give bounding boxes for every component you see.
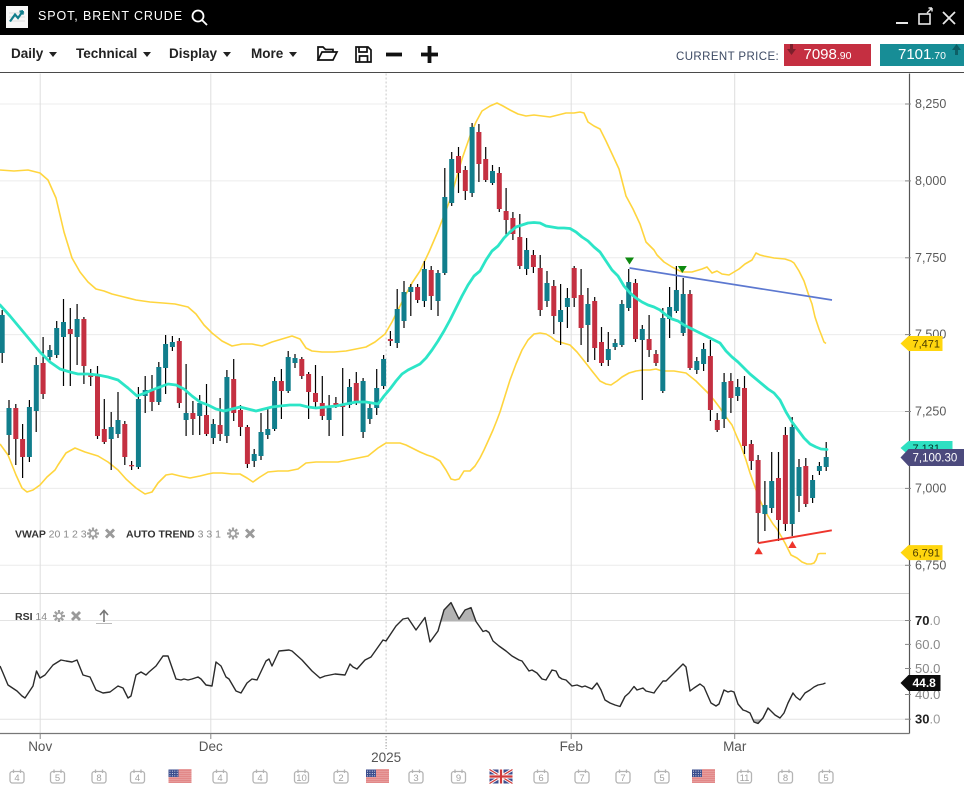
svg-text:Mar: Mar [723, 739, 747, 754]
svg-text:7,250: 7,250 [915, 405, 946, 419]
svg-text:70.0: 70.0 [915, 613, 940, 628]
svg-text:7,750: 7,750 [915, 251, 946, 265]
svg-text:Dec: Dec [199, 739, 223, 754]
svg-text:5: 5 [55, 773, 60, 784]
svg-text:4: 4 [135, 773, 140, 784]
svg-text:10: 10 [296, 773, 307, 784]
svg-text:7: 7 [620, 773, 625, 784]
svg-text:5: 5 [659, 773, 664, 784]
svg-text:30.0: 30.0 [915, 712, 940, 727]
svg-text:8,250: 8,250 [915, 97, 946, 111]
svg-text:5: 5 [823, 773, 828, 784]
svg-text:60.0: 60.0 [915, 637, 940, 652]
svg-text:VWAP 20 1 2 3: VWAP 20 1 2 3 [15, 529, 87, 541]
svg-text:8,000: 8,000 [915, 174, 946, 188]
svg-text:3: 3 [413, 773, 418, 784]
svg-text:7,100.30: 7,100.30 [913, 453, 958, 465]
svg-text:8: 8 [783, 773, 788, 784]
svg-text:7,000: 7,000 [915, 481, 946, 495]
svg-text:8: 8 [96, 773, 101, 784]
svg-text:RSI 14: RSI 14 [15, 611, 47, 623]
svg-text:4: 4 [217, 773, 222, 784]
svg-text:4: 4 [257, 773, 262, 784]
svg-text:2025: 2025 [371, 750, 401, 765]
svg-text:7,471: 7,471 [913, 339, 941, 351]
svg-text:9: 9 [456, 773, 461, 784]
svg-text:Nov: Nov [28, 739, 52, 754]
svg-text:50.0: 50.0 [915, 661, 940, 676]
svg-text:44.8: 44.8 [913, 676, 937, 690]
svg-text:6: 6 [538, 773, 543, 784]
svg-text:2: 2 [338, 773, 343, 784]
svg-text:11: 11 [740, 773, 750, 784]
svg-text:6,750: 6,750 [915, 558, 946, 572]
svg-text:4: 4 [14, 773, 19, 784]
svg-text:AUTO TREND 3 3 1: AUTO TREND 3 3 1 [126, 529, 221, 541]
svg-text:7: 7 [579, 773, 584, 784]
svg-text:Feb: Feb [560, 739, 583, 754]
svg-text:6,791: 6,791 [913, 548, 941, 560]
